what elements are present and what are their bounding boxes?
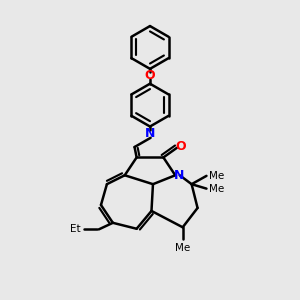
Text: O: O [145,69,155,82]
Text: O: O [175,140,186,153]
Text: Et: Et [70,224,80,234]
Text: N: N [174,169,184,182]
Text: N: N [145,128,155,140]
Text: Me: Me [175,243,190,253]
Text: Me: Me [209,171,225,181]
Text: Me: Me [209,184,225,194]
